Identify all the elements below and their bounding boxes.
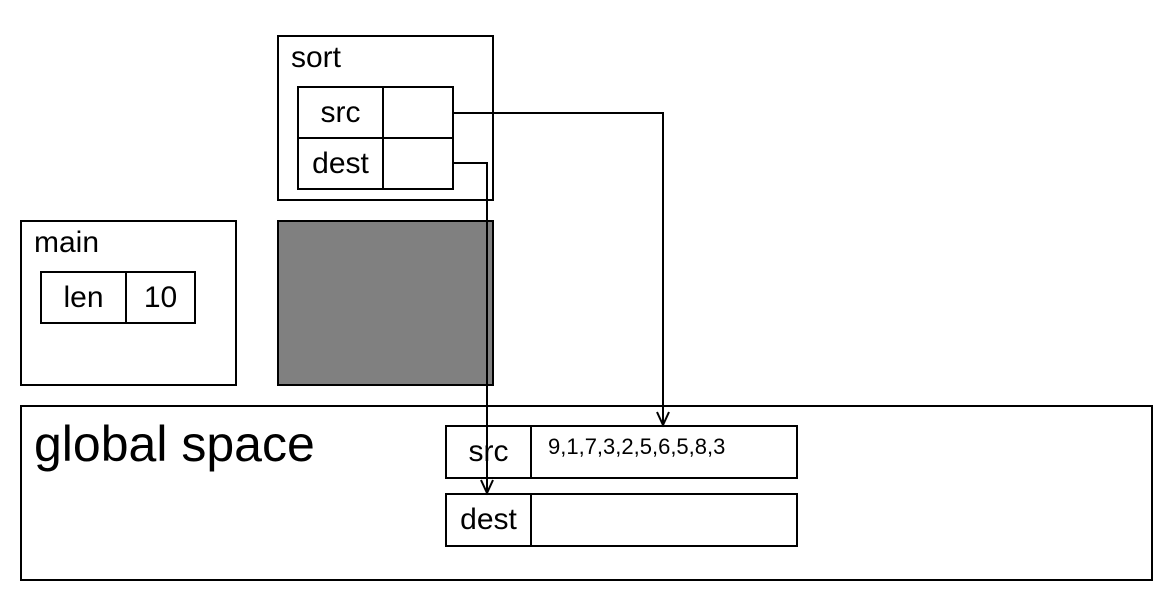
main-frame-title: main — [34, 226, 100, 259]
global-dest-value — [530, 493, 798, 547]
global-src-label: src — [445, 425, 532, 479]
main-len-label: len — [40, 271, 127, 324]
main-len-value: 10 — [125, 271, 196, 324]
global-dest-label: dest — [445, 493, 532, 547]
sort-src-label: src — [297, 86, 384, 139]
global-src-value: 9,1,7,3,2,5,6,5,8,3 — [530, 425, 798, 479]
grey-stack-region — [277, 220, 494, 386]
sort-dest-pointer-cell — [382, 137, 454, 190]
sort-dest-label: dest — [297, 137, 384, 190]
sort-src-pointer-cell — [382, 86, 454, 139]
main-frame: main — [20, 220, 237, 386]
global-space-title: global space — [34, 416, 315, 472]
sort-frame-title: sort — [291, 41, 342, 74]
